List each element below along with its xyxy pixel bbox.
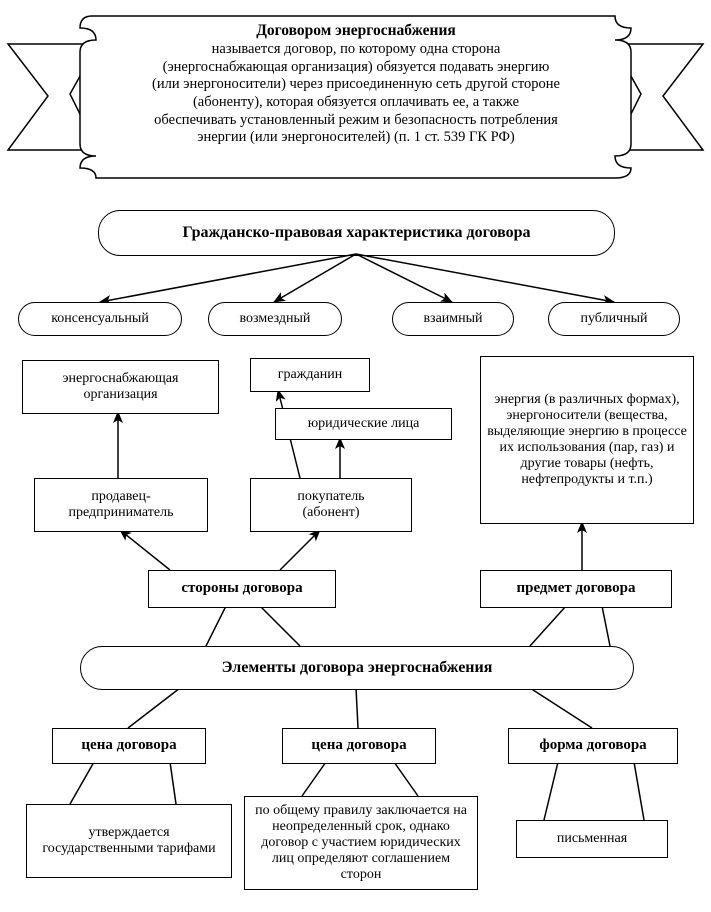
box-buyer: покупатель (абонент) <box>250 478 412 532</box>
label-price2-text: цена договора <box>311 737 406 754</box>
char-item-2-text: взаимный <box>423 311 482 327</box>
char-item-0-text: консенсуальный <box>51 311 149 327</box>
box-tariff: утверждается государственными тарифами <box>26 804 232 878</box>
box-tariff-text: утверждается государственными тарифами <box>33 825 225 857</box>
box-rule: по общему правилу заключается на неопред… <box>244 796 478 890</box>
box-supplier: энергоснабжающая организация <box>22 360 219 414</box>
box-rule-text: по общему правилу заключается на неопред… <box>251 803 471 883</box>
label-subject-text: предмет договора <box>516 580 635 597</box>
char-item-3-text: публичный <box>581 311 648 327</box>
box-subject-text: энергия (в различных формах), энергоноси… <box>487 392 687 489</box>
label-subject: предмет договора <box>480 570 672 608</box>
box-seller: продавец- предприниматель <box>34 478 208 532</box>
box-buyer-text: покупатель (абонент) <box>297 489 364 521</box>
char-item-0: консенсуальный <box>18 302 182 336</box>
box-subject: энергия (в различных формах), энергоноси… <box>480 356 694 524</box>
label-parties-text: стороны договора <box>181 580 302 597</box>
box-seller-text: продавец- предприниматель <box>69 489 174 521</box>
box-citizen-text: гражданин <box>278 367 342 383</box>
elements-header-text: Элементы договора энергоснабжения <box>222 659 493 677</box>
box-legal: юридические лица <box>275 408 452 440</box>
box-legal-text: юридические лица <box>308 416 420 432</box>
box-written-text: письменная <box>557 831 627 847</box>
char-item-1: возмездный <box>208 302 342 336</box>
char-item-1-text: возмездный <box>240 311 311 327</box>
label-parties: стороны договора <box>148 570 336 608</box>
label-price2: цена договора <box>282 728 436 764</box>
box-supplier-text: энергоснабжающая организация <box>29 371 212 403</box>
label-price1: цена договора <box>52 728 206 764</box>
char-item-3: публичный <box>548 302 680 336</box>
box-citizen: гражданин <box>250 358 370 392</box>
box-written: письменная <box>516 820 668 858</box>
label-price1-text: цена договора <box>81 737 176 754</box>
elements-header: Элементы договора энергоснабжения <box>80 646 634 690</box>
char-item-2: взаимный <box>392 302 514 336</box>
label-form: форма договора <box>508 728 678 764</box>
label-form-text: форма договора <box>539 737 646 754</box>
